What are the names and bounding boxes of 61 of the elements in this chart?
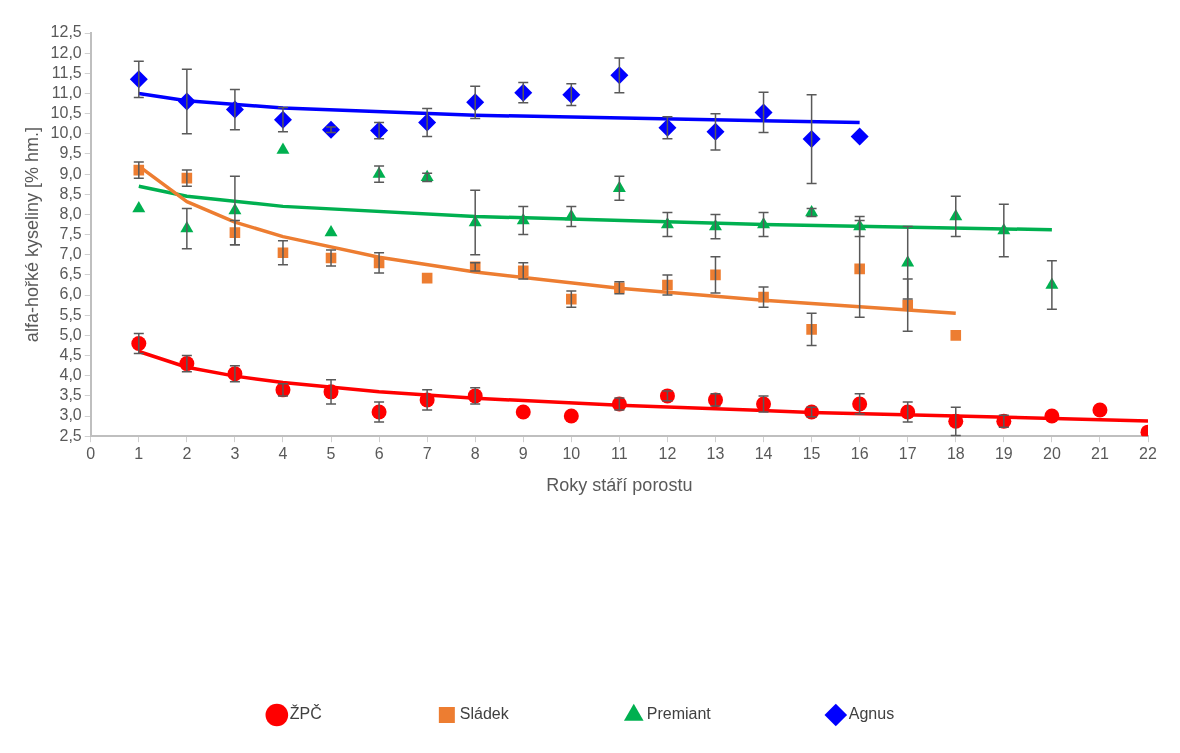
x-tick-label: 9	[518, 445, 528, 463]
y-tick-label: 8,5	[59, 184, 82, 202]
y-tick-label: 11,5	[51, 63, 82, 81]
point	[850, 127, 869, 146]
x-tick-label: 18	[946, 445, 965, 463]
x-tick-label: 10	[562, 445, 581, 463]
y-tick-label: 5,0	[59, 325, 82, 343]
y-tick-label: 5,5	[59, 305, 82, 323]
x-axis-title: Roky stáří porostu	[546, 475, 693, 496]
y-tick-label: 12,5	[50, 23, 82, 41]
point	[132, 200, 146, 213]
point	[950, 330, 962, 341]
legend-label: Premiant	[646, 705, 712, 723]
x-tick-label: 0	[86, 445, 96, 463]
x-tick-label: 2	[182, 445, 192, 463]
x-tick-label: 7	[422, 445, 432, 463]
y-tick-label: 9,0	[59, 164, 82, 182]
y-tick-label: 7,5	[59, 225, 82, 243]
legend-label: Agnus	[848, 705, 895, 723]
x-tick-label: 13	[706, 445, 725, 463]
x-tick-label: 21	[1091, 445, 1109, 463]
y-tick-label: 11,0	[51, 83, 82, 101]
y-tick-label: 4,0	[59, 366, 82, 384]
x-tick-label: 5	[326, 445, 336, 463]
y-tick-label: 3,5	[59, 386, 82, 404]
y-tick-label: 10,5	[50, 104, 82, 122]
point	[370, 121, 389, 140]
point	[324, 225, 338, 237]
x-tick-label: 12	[658, 445, 677, 463]
y-tick-label: 3,0	[59, 406, 82, 424]
x-tick-label: 4	[278, 445, 288, 463]
y-tick-label: 4,5	[59, 345, 82, 363]
y-tick-label: 6,5	[59, 265, 82, 283]
point	[1092, 402, 1108, 418]
x-tick-label: 11	[611, 445, 628, 463]
point	[515, 404, 531, 420]
point	[563, 408, 579, 424]
y-tick-label: 6,0	[59, 285, 82, 303]
y-axis-title: alfa-hořké kyseliny [% hm.]	[21, 127, 42, 343]
x-tick-label: 16	[850, 445, 869, 463]
x-tick-label: 20	[1042, 445, 1061, 463]
x-tick-label: 3	[230, 445, 240, 463]
legend-label: ŽPČ	[289, 704, 322, 723]
y-tick-label: 8,0	[59, 204, 82, 222]
x-tick-label: 17	[898, 445, 917, 463]
x-tick-label: 15	[802, 445, 821, 463]
y-tick-label: 2,5	[59, 426, 82, 444]
point	[806, 324, 817, 335]
x-tick-label: 19	[994, 445, 1013, 463]
point	[276, 142, 290, 154]
y-tick-label: 7,0	[59, 245, 82, 263]
y-tick-label: 12,0	[50, 43, 82, 61]
x-tick-label: 22	[1139, 445, 1157, 463]
y-tick-label: 9,5	[59, 144, 82, 162]
x-tick-label: 14	[754, 445, 773, 463]
legend-label: Sládek	[459, 705, 510, 723]
x-tick-label: 6	[374, 445, 384, 463]
x-tick-label: 1	[134, 445, 144, 463]
y-tick-label: 10,0	[50, 124, 82, 142]
x-tick-label: 8	[470, 445, 480, 463]
point	[1044, 408, 1060, 424]
